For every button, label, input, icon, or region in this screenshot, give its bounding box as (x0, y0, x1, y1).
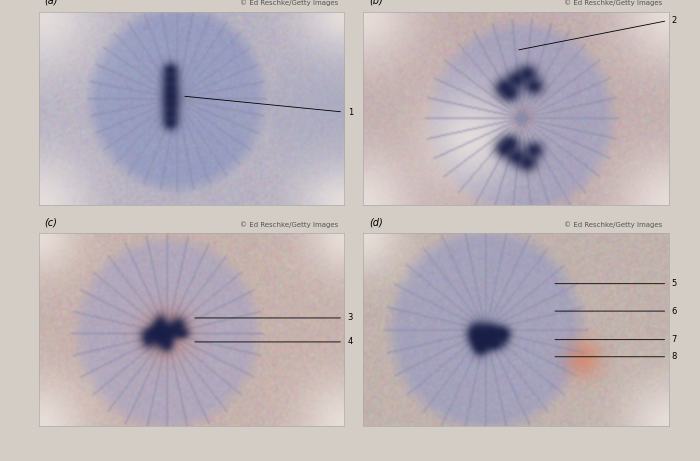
Text: (b): (b) (369, 0, 382, 6)
Text: (d): (d) (369, 218, 382, 228)
Text: 1: 1 (348, 107, 353, 117)
Text: (a): (a) (45, 0, 58, 6)
Text: (c): (c) (45, 218, 57, 228)
Text: 5: 5 (672, 279, 677, 288)
Text: 6: 6 (672, 307, 677, 316)
Text: 2: 2 (672, 16, 677, 25)
Text: © Ed Reschke/Getty Images: © Ed Reschke/Getty Images (564, 221, 662, 228)
Text: 3: 3 (348, 313, 353, 322)
Text: © Ed Reschke/Getty Images: © Ed Reschke/Getty Images (240, 0, 338, 6)
Text: 7: 7 (672, 335, 677, 344)
Text: © Ed Reschke/Getty Images: © Ed Reschke/Getty Images (564, 0, 662, 6)
Text: © Ed Reschke/Getty Images: © Ed Reschke/Getty Images (240, 221, 338, 228)
Text: 8: 8 (672, 352, 677, 361)
Text: 4: 4 (348, 337, 353, 346)
